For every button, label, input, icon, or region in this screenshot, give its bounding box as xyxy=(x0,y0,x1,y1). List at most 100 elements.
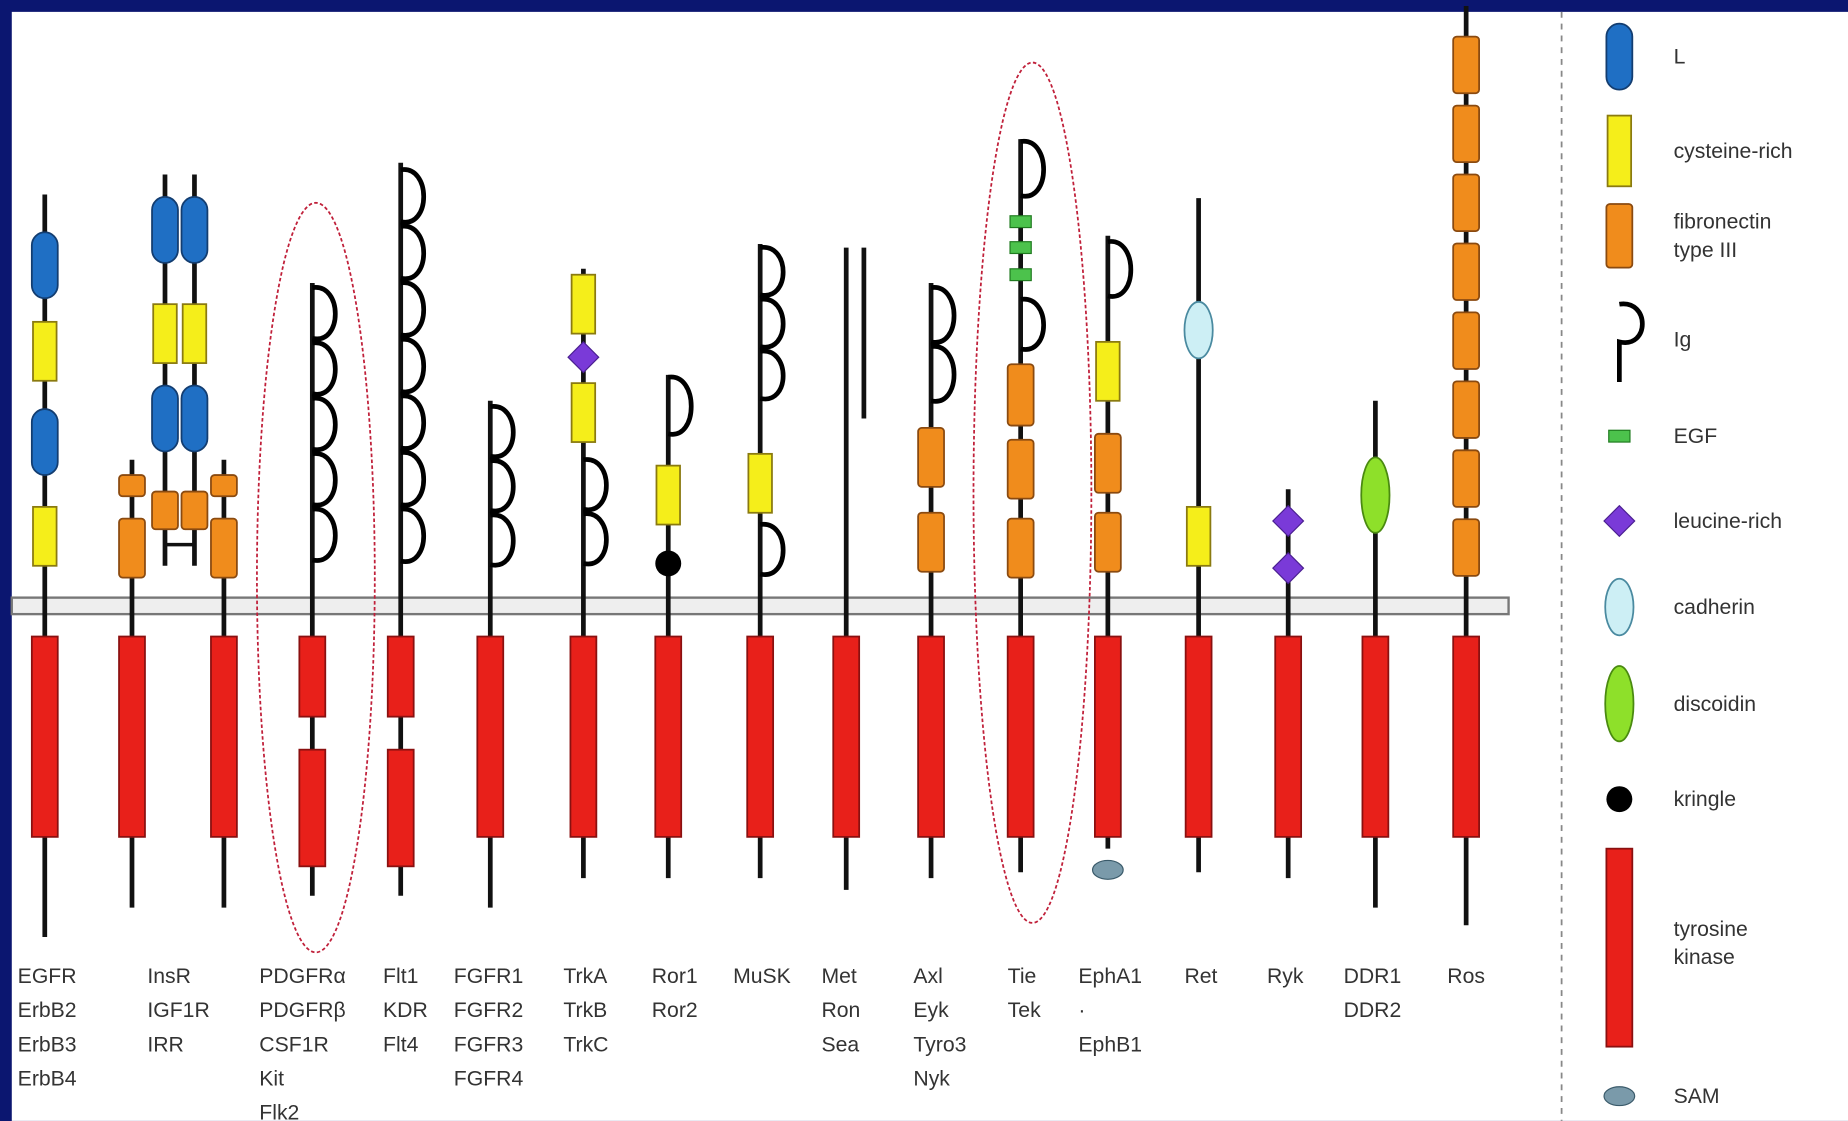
family-member-label: Ror2 xyxy=(652,999,698,1022)
kinase-domain xyxy=(299,637,325,717)
legend-label: type III xyxy=(1674,239,1738,262)
family-member-label: PDGFRα xyxy=(259,965,345,988)
legend-label: tyrosine xyxy=(1674,918,1748,941)
family-member-label: FGFR1 xyxy=(454,965,524,988)
family-member-label: Ros xyxy=(1447,965,1485,988)
family-member-label: Sea xyxy=(821,1033,859,1056)
family-member-label: ErbB3 xyxy=(18,1033,77,1056)
kinase-domain xyxy=(1275,637,1301,837)
l-domain xyxy=(182,197,208,263)
family-member-label: EGFR xyxy=(18,965,77,988)
l-domain xyxy=(1606,24,1632,90)
cysteine-rich-domain xyxy=(572,275,596,334)
family-member-label: DDR1 xyxy=(1344,965,1402,988)
kinase-domain xyxy=(119,637,145,837)
family-member-label: Nyk xyxy=(913,1068,950,1091)
l-domain xyxy=(32,409,58,475)
legend-label: leucine-rich xyxy=(1674,510,1782,533)
cysteine-rich-domain xyxy=(1096,342,1120,401)
kinase-domain xyxy=(1186,637,1212,837)
cysteine-rich-domain xyxy=(183,304,207,363)
kinase-domain xyxy=(655,637,681,837)
family-member-label: TrkA xyxy=(563,965,608,988)
fibronectin-domain xyxy=(1095,434,1121,493)
cysteine-rich-domain xyxy=(656,466,680,525)
kinase-domain xyxy=(833,637,859,837)
family-member-label: FGFR4 xyxy=(454,1068,524,1091)
family-member-label: MuSK xyxy=(733,965,791,988)
fibronectin-domain xyxy=(211,519,237,578)
fibronectin-domain xyxy=(1453,450,1479,507)
family-member-label: Flk2 xyxy=(259,1102,299,1121)
legend-label: fibronectin xyxy=(1674,211,1772,234)
l-domain xyxy=(152,197,178,263)
family-member-label: Ryk xyxy=(1267,965,1304,988)
legend-label: cadherin xyxy=(1674,596,1755,619)
family-member-label: ErbB2 xyxy=(18,999,77,1022)
cadherin-domain xyxy=(1184,302,1212,359)
kinase-domain xyxy=(1008,637,1034,837)
cysteine-rich-domain xyxy=(572,383,596,442)
family-member-label: IGF1R xyxy=(147,999,209,1022)
kinase-domain xyxy=(32,637,58,837)
kinase-domain xyxy=(1362,637,1388,837)
kinase-domain xyxy=(1453,637,1479,837)
fibronectin-domain xyxy=(1095,513,1121,572)
family-member-label: Kit xyxy=(259,1068,284,1091)
family-member-label: Ror1 xyxy=(652,965,698,988)
fibronectin-domain xyxy=(1008,519,1034,578)
cysteine-rich-domain xyxy=(1608,116,1632,187)
fibronectin-domain xyxy=(152,492,178,530)
family-member-label: IRR xyxy=(147,1033,184,1056)
egf-domain xyxy=(1010,216,1031,228)
fibronectin-domain xyxy=(119,475,145,496)
family-member-label: PDGFRβ xyxy=(259,999,345,1022)
family-member-label: FGFR2 xyxy=(454,999,524,1022)
egf-domain xyxy=(1010,269,1031,281)
sam-domain xyxy=(1093,860,1124,879)
legend-label: EGF xyxy=(1674,425,1718,448)
fibronectin-domain xyxy=(1008,364,1034,425)
fibronectin-domain xyxy=(1008,440,1034,499)
cysteine-rich-domain xyxy=(1187,507,1211,566)
sam-domain xyxy=(1604,1087,1635,1106)
family-member-label: Eyk xyxy=(913,999,949,1022)
fibronectin-domain xyxy=(918,513,944,572)
fibronectin-domain xyxy=(211,475,237,496)
l-domain xyxy=(32,232,58,298)
cysteine-rich-domain xyxy=(153,304,177,363)
family-member-label: Met xyxy=(821,965,856,988)
legend-label: SAM xyxy=(1674,1085,1720,1108)
family-member-label: FGFR3 xyxy=(454,1033,524,1056)
l-domain xyxy=(152,385,178,451)
fibronectin-domain xyxy=(1453,519,1479,576)
page: {"families": [ {"members": ["EGFR", "Erb… xyxy=(0,0,1848,1121)
family-member-label: EphA1 xyxy=(1078,965,1142,988)
fibronectin-domain xyxy=(119,519,145,578)
egf-domain xyxy=(1010,242,1031,254)
legend-label: discoidin xyxy=(1674,693,1757,716)
fibronectin-domain xyxy=(1453,312,1479,369)
kinase-domain xyxy=(1095,637,1121,837)
fibronectin-domain xyxy=(1453,37,1479,94)
kinase-domain xyxy=(211,637,237,837)
legend-label: cysteine-rich xyxy=(1674,140,1793,163)
diagram: EGFR ErbB2 ErbB3 ErbB4 InsR IGF1R IRR PDGFRα PDG… xyxy=(0,0,1848,1121)
cysteine-rich-domain xyxy=(33,322,57,381)
family-member-label: Ret xyxy=(1184,965,1217,988)
family-member-label: Tie xyxy=(1008,965,1037,988)
family-member-label: Flt4 xyxy=(383,1033,419,1056)
egf-domain xyxy=(1609,430,1630,442)
fibronectin-domain xyxy=(1453,381,1479,438)
l-domain xyxy=(182,385,208,451)
family-member-label: ErbB4 xyxy=(18,1068,77,1091)
discoidin-domain xyxy=(1361,457,1389,532)
kringle-domain xyxy=(1606,786,1632,812)
family-member-label: Flt1 xyxy=(383,965,418,988)
family-member-label: TrkB xyxy=(563,999,607,1022)
kinase-domain xyxy=(388,637,414,717)
family-member-label: CSF1R xyxy=(259,1033,329,1056)
cysteine-rich-domain xyxy=(748,454,772,513)
fibronectin-domain xyxy=(182,492,208,530)
family-member-label: InsR xyxy=(147,965,191,988)
